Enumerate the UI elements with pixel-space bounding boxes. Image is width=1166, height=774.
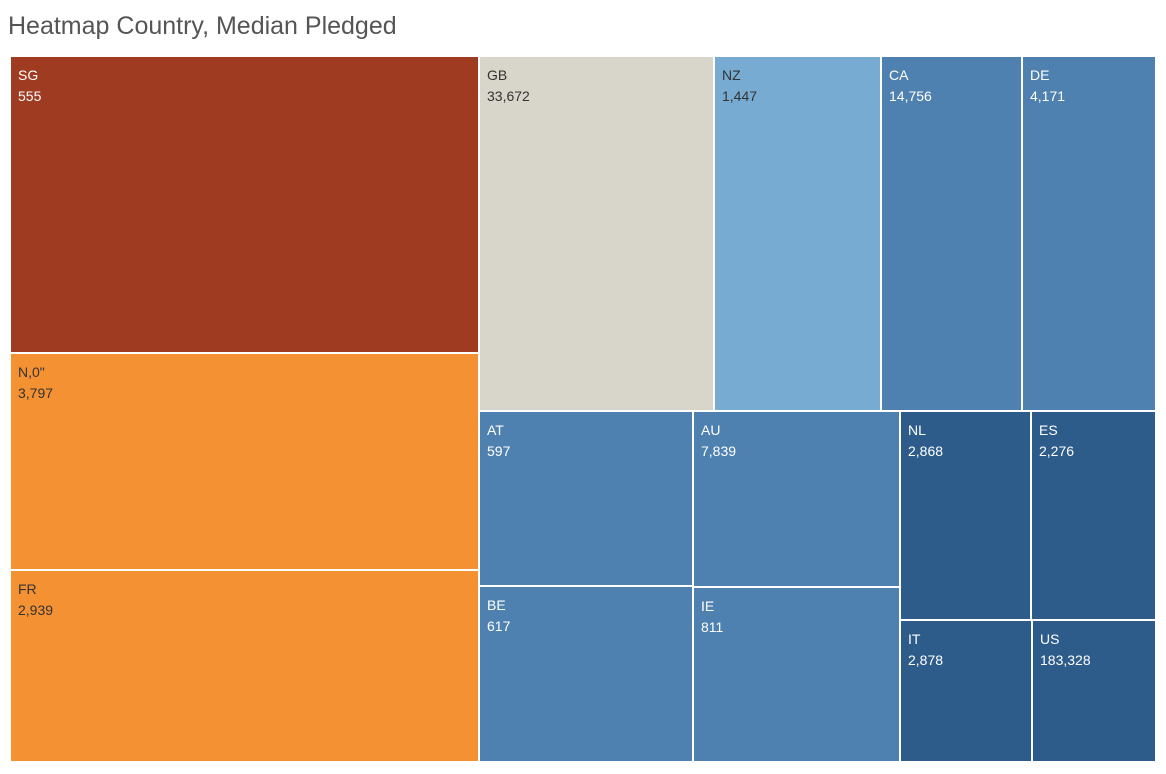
value-label: 811 xyxy=(701,619,724,635)
country-label: AU xyxy=(701,422,721,438)
country-label: IT xyxy=(908,631,921,647)
treemap-cell-us: US 183,328 xyxy=(1032,620,1156,762)
value-label: 617 xyxy=(487,618,511,634)
treemap-cell-de: DE 4,171 xyxy=(1022,56,1156,411)
cell-label: AT 597 xyxy=(487,420,510,462)
value-label: 3,797 xyxy=(18,385,54,401)
treemap-cell-gb: GB 33,672 xyxy=(479,56,714,411)
value-label: 2,939 xyxy=(18,602,54,618)
treemap-cell-sg: SG 555 xyxy=(10,56,479,353)
country-label: FR xyxy=(18,581,37,597)
country-label: NZ xyxy=(722,67,741,83)
treemap-cell-nl: NL 2,868 xyxy=(900,411,1031,620)
treemap-chart: SG 555 N,0" 3,797 FR 2,939 GB 33,672 NZ 1,447 CA 14… xyxy=(10,56,1156,762)
country-label: IE xyxy=(701,598,715,614)
country-label: CA xyxy=(889,67,909,83)
value-label: 597 xyxy=(487,443,511,459)
country-label: GB xyxy=(487,67,508,83)
country-label: NL xyxy=(908,422,926,438)
cell-label: SG 555 xyxy=(18,65,41,107)
value-label: 2,276 xyxy=(1039,443,1075,459)
value-label: 4,171 xyxy=(1030,88,1066,104)
treemap-cell-nz: NZ 1,447 xyxy=(714,56,881,411)
value-label: 555 xyxy=(18,88,42,104)
value-label: 1,447 xyxy=(722,88,758,104)
country-label: AT xyxy=(487,422,504,438)
cell-label: FR 2,939 xyxy=(18,579,53,621)
cell-label: IT 2,878 xyxy=(908,629,943,671)
value-label: 7,839 xyxy=(701,443,737,459)
country-label: SG xyxy=(18,67,39,83)
country-label: ES xyxy=(1039,422,1058,438)
treemap-cell-be: BE 617 xyxy=(479,586,693,762)
treemap-cell-it: IT 2,878 xyxy=(900,620,1032,762)
country-label: BE xyxy=(487,597,506,613)
cell-label: BE 617 xyxy=(487,595,510,637)
country-label: DE xyxy=(1030,67,1050,83)
cell-label: CA 14,756 xyxy=(889,65,932,107)
cell-label: GB 33,672 xyxy=(487,65,530,107)
value-label: 2,878 xyxy=(908,652,944,668)
treemap-cell-au: AU 7,839 xyxy=(693,411,900,587)
value-label: 33,672 xyxy=(487,88,530,104)
chart-title: Heatmap Country, Median Pledged xyxy=(8,12,397,40)
treemap-cell-ca: CA 14,756 xyxy=(881,56,1022,411)
value-label: 2,868 xyxy=(908,443,944,459)
value-label: 14,756 xyxy=(889,88,932,104)
cell-label: IE 811 xyxy=(701,596,723,638)
cell-label: NZ 1,447 xyxy=(722,65,757,107)
country-label: N,0" xyxy=(18,364,45,380)
cell-label: ES 2,276 xyxy=(1039,420,1074,462)
treemap-cell-at: AT 597 xyxy=(479,411,693,586)
cell-label: US 183,328 xyxy=(1040,629,1091,671)
cell-label: N,0" 3,797 xyxy=(18,362,53,404)
value-label: 183,328 xyxy=(1040,652,1091,668)
cell-label: DE 4,171 xyxy=(1030,65,1065,107)
treemap-cell-fr: FR 2,939 xyxy=(10,570,479,762)
treemap-cell-n0: N,0" 3,797 xyxy=(10,353,479,570)
treemap-cell-es: ES 2,276 xyxy=(1031,411,1156,620)
treemap-cell-ie: IE 811 xyxy=(693,587,900,762)
country-label: US xyxy=(1040,631,1060,647)
cell-label: AU 7,839 xyxy=(701,420,736,462)
cell-label: NL 2,868 xyxy=(908,420,943,462)
